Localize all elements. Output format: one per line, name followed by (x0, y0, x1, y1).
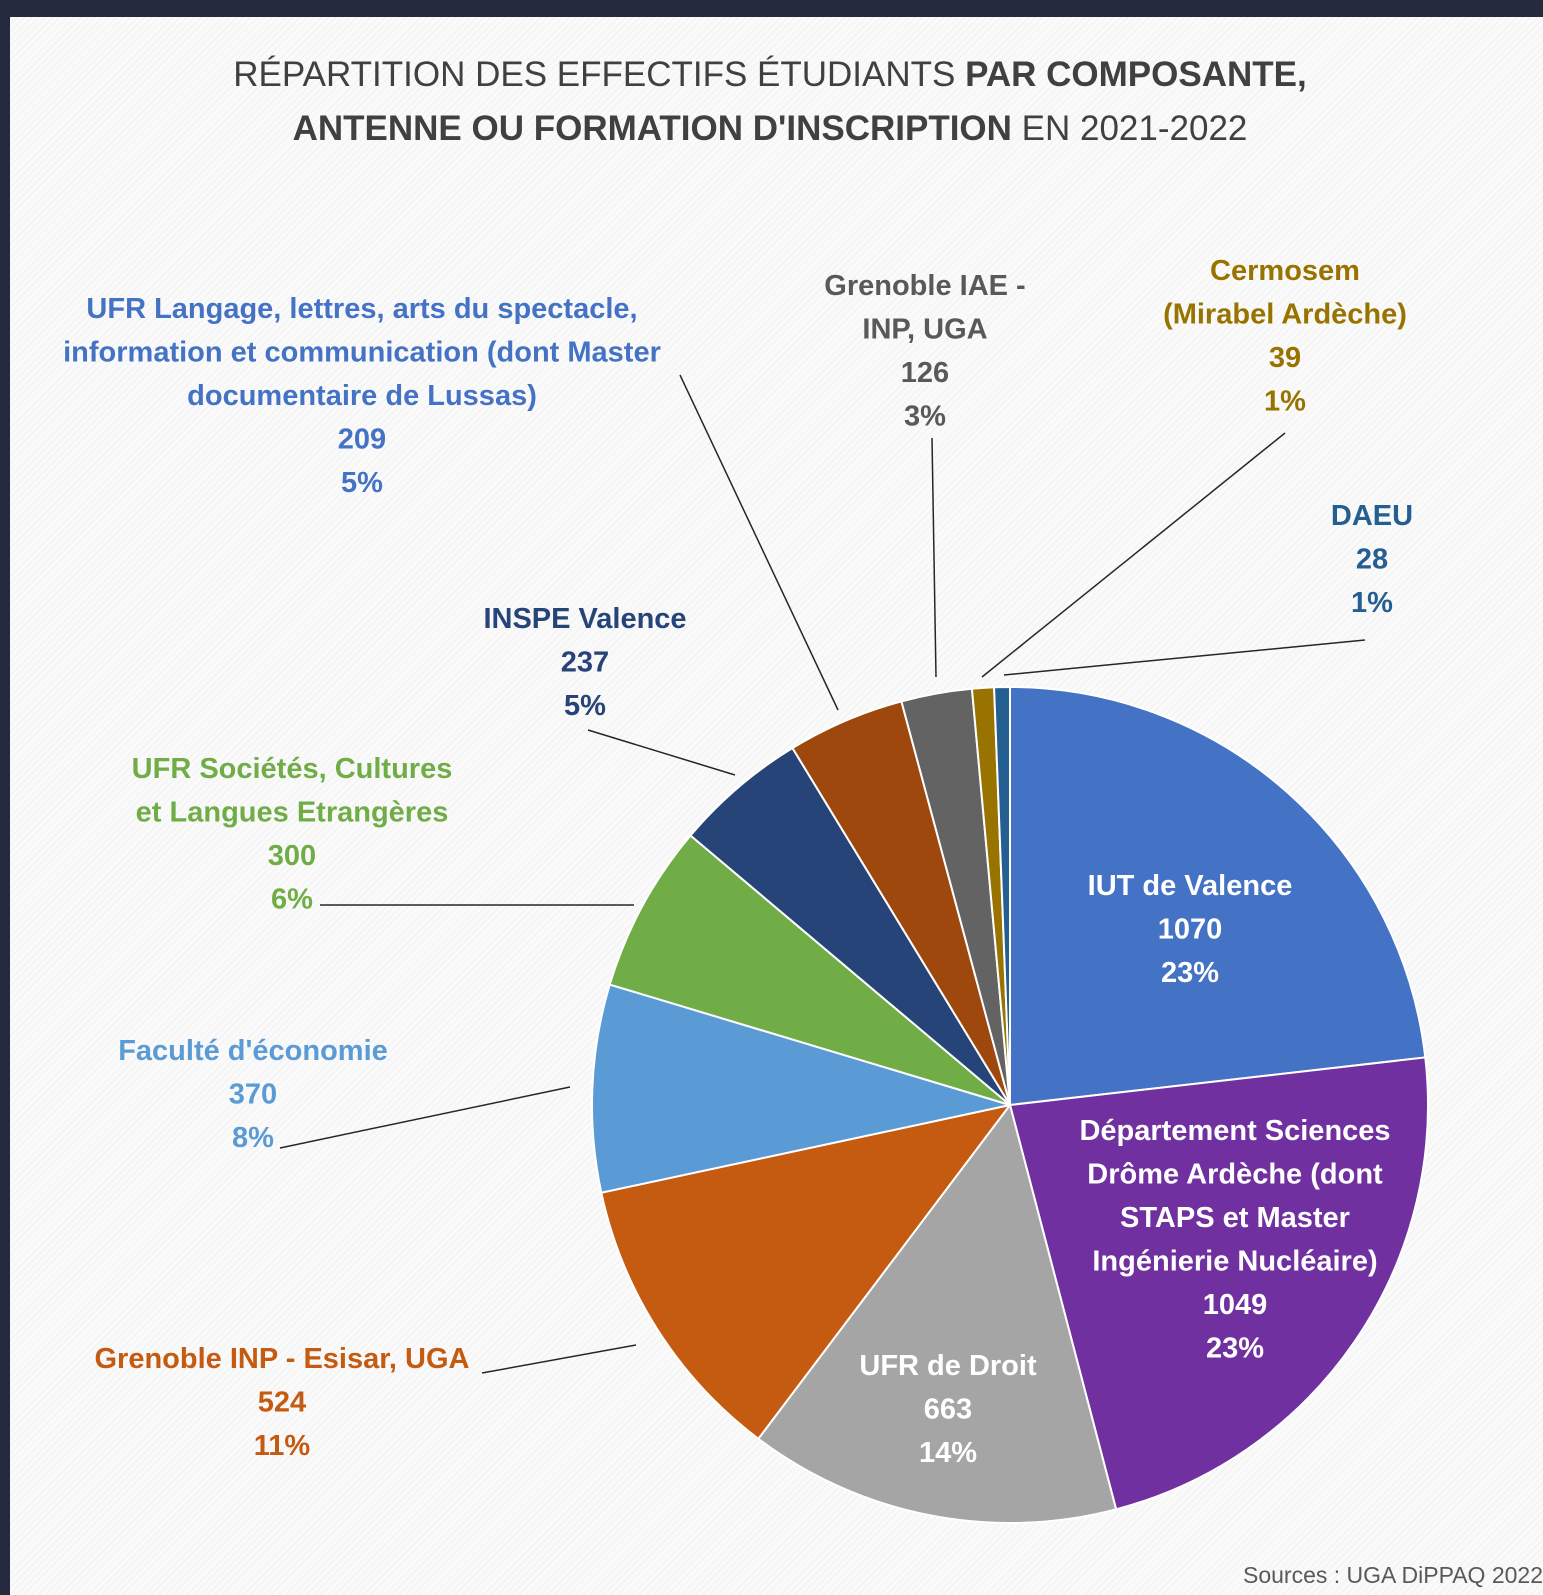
leader-line-9 (981, 432, 1286, 678)
pie-slice-2 (756, 1102, 1118, 1524)
slice-label-3: Grenoble INP - Esisar, UGA 524 11% (95, 1343, 470, 1462)
title-line-2: ANTENNE OU FORMATION D'INSCRIPTION EN 20… (0, 102, 1540, 156)
slice-label-name: Grenoble IAE - (824, 270, 1025, 302)
slice-label-name: DAEU (1331, 500, 1413, 532)
slice-label-percent: 6% (271, 884, 313, 916)
leader-line-7 (679, 374, 839, 711)
slice-label-name: Département Sciences (1079, 1115, 1390, 1147)
title-line-2-bold: ANTENNE OU FORMATION D'INSCRIPTION (292, 109, 1012, 148)
slice-label-name: Ingénierie Nucléaire) (1092, 1246, 1377, 1278)
slice-label-name: Faculté d'économie (118, 1035, 388, 1067)
slice-label-value: 237 (561, 647, 609, 679)
slice-label-value: 1049 (1203, 1289, 1268, 1321)
leader-lines (279, 374, 1366, 1374)
title-line-2-plain: EN 2021-2022 (1011, 109, 1248, 148)
slice-label-value: 524 (258, 1387, 306, 1419)
slice-label-6: INSPE Valence 237 5% (483, 603, 686, 722)
title-line-1-bold: PAR COMPOSANTE, (965, 55, 1307, 94)
pie-slice-1 (1008, 1056, 1429, 1511)
slice-label-8: Grenoble IAE - INP, UGA 126 3% (824, 270, 1025, 433)
slice-label-name: Cermosem (1210, 255, 1360, 287)
slice-label-7: UFR Langage, lettres, arts du spectacle,… (63, 293, 661, 499)
slice-label-name: Grenoble INP - Esisar, UGA (95, 1343, 470, 1375)
slice-label-value: 300 (268, 840, 316, 872)
pie-slices (591, 685, 1429, 1524)
source-note: Sources : UGA DiPPAQ 2022 (1243, 1562, 1543, 1588)
slice-label-5: UFR Sociétés, Cultures et Langues Etrangè… (132, 753, 453, 916)
slice-label-value: 28 (1356, 544, 1388, 576)
title-line-1-plain: RÉPARTITION DES EFFECTIFS ÉTUDIANTS (233, 55, 966, 94)
pie-slice-3 (600, 1103, 1013, 1441)
leader-line-10 (1003, 639, 1366, 676)
slice-label-percent: 3% (904, 401, 946, 433)
slice-label-name: documentaire de Lussas) (187, 380, 537, 412)
slice-label-0: IUT de Valence 1070 23% (1088, 870, 1293, 989)
slice-label-name: UFR de Droit (859, 1350, 1037, 1382)
slice-label-value: 209 (338, 424, 386, 456)
leader-line-8 (931, 437, 937, 678)
slice-label-name: UFR Sociétés, Cultures (132, 753, 453, 785)
slice-label-percent: 1% (1264, 386, 1306, 418)
slice-label-name: UFR Langage, lettres, arts du spectacle, (86, 293, 637, 325)
slice-label-name: INSPE Valence (483, 603, 686, 635)
slice-label-name: Drôme Ardèche (dont (1087, 1159, 1383, 1191)
leader-line-3 (481, 1344, 637, 1374)
slice-label-2: UFR de Droit 663 14% (859, 1350, 1037, 1469)
leader-line-4 (279, 1086, 571, 1149)
slice-label-name: STAPS et Master (1120, 1202, 1350, 1234)
slice-label-value: 39 (1269, 342, 1301, 374)
pie-slice-0 (1009, 685, 1427, 1107)
slice-label-percent: 23% (1161, 957, 1219, 989)
slice-label-percent: 8% (232, 1122, 274, 1154)
slice-label-9: Cermosem (Mirabel Ardèche) 39 1% (1163, 255, 1407, 418)
slice-label-percent: 11% (254, 1430, 311, 1462)
slice-label-1: Département Sciences Drôme Ardèche (dont S… (1079, 1115, 1390, 1365)
pie-slice-4 (591, 983, 1011, 1194)
title-line-1: RÉPARTITION DES EFFECTIFS ÉTUDIANTS PAR … (0, 48, 1540, 102)
slice-label-percent: 14% (919, 1437, 977, 1469)
slice-label-percent: 1% (1351, 587, 1393, 619)
slice-label-value: 126 (901, 357, 949, 389)
slice-label-name: et Langues Etrangères (136, 797, 449, 829)
slice-label-name: INP, UGA (862, 314, 987, 346)
slice-label-4: Faculté d'économie 370 8% (118, 1035, 388, 1154)
slice-label-name: information et communication (dont Maste… (63, 337, 661, 369)
slice-label-percent: 5% (341, 467, 383, 499)
pie-slice-10 (993, 685, 1011, 1106)
leader-line-6 (587, 729, 736, 776)
slice-label-percent: 5% (564, 690, 606, 722)
chart-title: RÉPARTITION DES EFFECTIFS ÉTUDIANTS PAR … (0, 48, 1540, 156)
slice-label-10: DAEU 28 1% (1331, 500, 1413, 619)
slice-labels: IUT de Valence 1070 23%Département Science… (63, 255, 1413, 1469)
slice-label-value: 370 (229, 1079, 277, 1111)
slice-label-value: 663 (924, 1394, 972, 1426)
slice-label-name: IUT de Valence (1088, 870, 1293, 902)
pie-slice-5 (608, 834, 1011, 1106)
slice-label-value: 1070 (1158, 914, 1223, 946)
slice-label-name: (Mirabel Ardèche) (1163, 299, 1407, 331)
slice-label-percent: 23% (1206, 1333, 1264, 1365)
